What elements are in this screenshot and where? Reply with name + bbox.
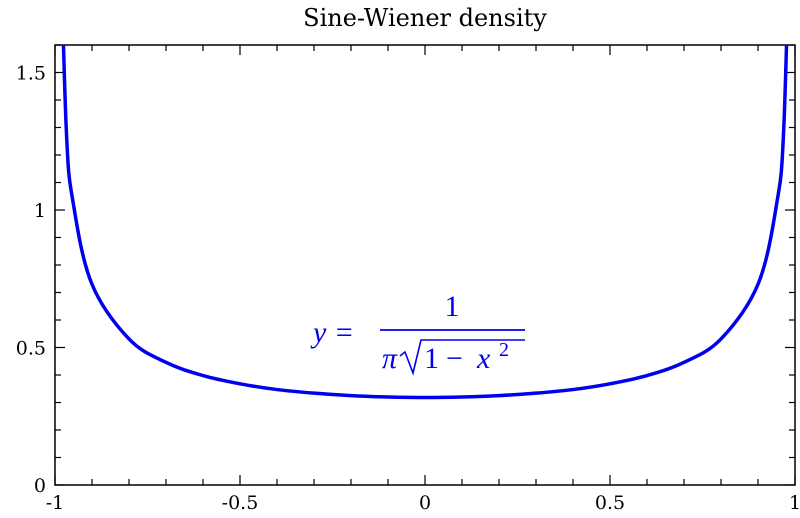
y-axis-ticks [55,44,795,486]
equation-numerator: 1 [445,290,460,323]
x-axis-ticks [54,45,796,485]
y-tick-label: 0 [34,475,46,497]
y-tick-label: 1.5 [16,63,46,85]
x-tick-label: 0.5 [595,492,625,514]
equation-exponent: 2 [499,339,509,361]
chart-title: Sine-Wiener density [303,4,547,32]
equation-pi: π [382,342,398,375]
equation-x: x [476,342,491,375]
sqrt-sign [399,339,525,376]
equation-radicand-one: 1 [424,342,439,375]
x-axis-labels: -1 -0.5 0 0.5 1 [46,492,800,514]
x-tick-label: -0.5 [222,492,259,514]
equation-lhs: y = [310,316,354,349]
y-tick-label: 1 [34,200,46,222]
density-curve [61,45,789,400]
plot-frame [54,44,796,486]
y-axis-labels: 0 0.5 1 1.5 [16,63,46,498]
x-tick-label: 1 [789,492,800,514]
x-tick-label: -1 [46,492,65,514]
equation-minus: − [446,342,463,375]
equation-annotation: y = 1 π 1 − x 2 [310,290,525,376]
x-tick-label: 0 [419,492,431,514]
y-tick-label: 0.5 [16,338,46,360]
